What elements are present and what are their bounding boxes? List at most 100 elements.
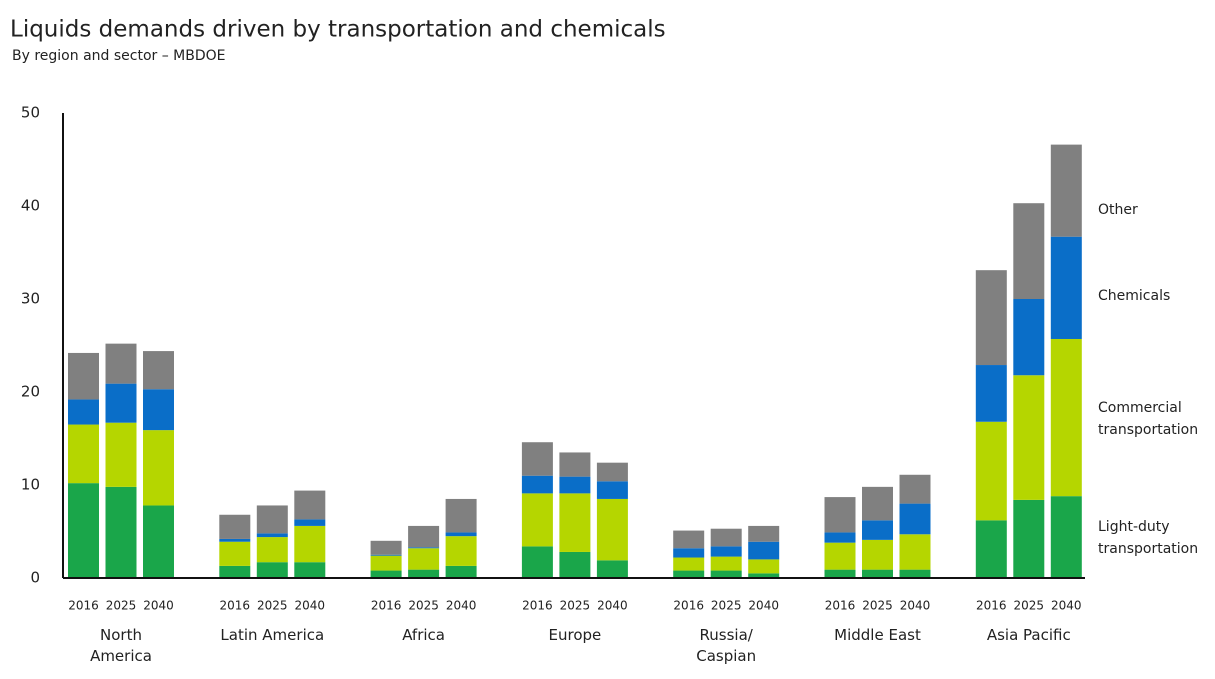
bar-segment: [1050, 496, 1082, 578]
x-tick-label: 2040: [597, 599, 628, 613]
bar-segment: [256, 537, 288, 563]
bar-segment: [219, 514, 251, 539]
group-label: Russia/Caspian: [696, 626, 756, 665]
bar-segment: [824, 532, 856, 543]
bar-segment: [1013, 299, 1045, 376]
bar-segment: [445, 532, 477, 537]
bar-segment: [824, 569, 856, 578]
bar-segment: [710, 528, 742, 547]
bar-segment: [748, 573, 780, 578]
bar-segment: [143, 430, 174, 506]
bar-segment: [1050, 338, 1082, 497]
x-tick-label: 2040: [295, 599, 326, 613]
bar-segment: [294, 519, 326, 526]
group-label: Latin America: [220, 626, 324, 644]
group-label: North America: [90, 626, 152, 665]
bar-segment: [1013, 375, 1045, 500]
bar-segment: [521, 546, 553, 578]
bar-segment: [899, 569, 931, 578]
x-tick-label: 2025: [408, 599, 439, 613]
legend-label: Light-duty transportation: [1098, 519, 1199, 557]
bar-segment: [219, 541, 251, 566]
bar-segment: [521, 493, 553, 547]
group-label-line: Europe: [549, 626, 602, 644]
bar-segment: [408, 547, 440, 549]
bar-segment: [1013, 203, 1045, 299]
bar-segment: [370, 570, 402, 578]
bar-segment: [975, 520, 1007, 578]
x-tick-label: 2016: [673, 599, 704, 613]
x-tick-label: 2040: [748, 599, 779, 613]
x-tick-label: 2040: [446, 599, 477, 613]
x-tick-label: 2025: [560, 599, 591, 613]
x-tick-label: 2016: [68, 599, 99, 613]
bar-segment: [899, 503, 931, 535]
x-tick-label: 2016: [976, 599, 1007, 613]
group-label-line: Asia Pacific: [987, 626, 1071, 644]
bar-segment: [673, 570, 705, 578]
group-label-line: Latin America: [220, 626, 324, 644]
chart-subtitle: By region and sector – MBDOE: [12, 48, 226, 64]
bar-segment: [596, 498, 628, 561]
bar-segment: [975, 270, 1007, 366]
bar-segment: [673, 548, 705, 558]
bar-segment: [143, 505, 174, 578]
bar-segment: [105, 486, 137, 578]
bar-segment: [219, 538, 251, 542]
group-label-line: North: [100, 626, 142, 644]
x-tick-label: 2040: [1051, 599, 1082, 613]
x-tick-label: 2016: [220, 599, 251, 613]
x-tick-label: 2025: [1014, 599, 1045, 613]
x-tick-label: 2025: [711, 599, 742, 613]
group-label: Africa: [402, 626, 445, 644]
bar-segment: [370, 540, 402, 555]
bar-segment: [143, 351, 174, 390]
y-tick-label: 20: [21, 383, 40, 401]
bar-segment: [748, 559, 780, 574]
legend-label: Other: [1098, 202, 1138, 218]
bar-segment: [445, 498, 477, 533]
group-label-line: America: [90, 647, 152, 665]
bar-segment: [710, 570, 742, 578]
bar-segment: [559, 452, 591, 477]
bar-segment: [596, 560, 628, 578]
group-label: Asia Pacific: [987, 626, 1071, 644]
bar-segment: [370, 555, 402, 571]
bar-segment: [975, 421, 1007, 521]
group-label-line: Middle East: [834, 626, 921, 644]
bar-segment: [68, 483, 99, 578]
bar-segment: [824, 542, 856, 570]
bar-segment: [596, 462, 628, 482]
x-tick-label: 2040: [900, 599, 931, 613]
bar-segment: [710, 556, 742, 571]
x-tick-label: 2025: [257, 599, 288, 613]
bar-segment: [862, 569, 893, 578]
bar-segment: [975, 365, 1007, 422]
bar-segment: [862, 539, 893, 570]
bar-segment: [408, 569, 440, 578]
bar-segment: [1050, 144, 1082, 237]
bar-segment: [559, 551, 591, 578]
bar-segment: [294, 490, 326, 520]
group-label: Europe: [549, 626, 602, 644]
bar-segment: [862, 520, 893, 540]
bar-segment: [219, 565, 251, 578]
bar-segment: [408, 548, 440, 570]
bar-segment: [559, 476, 591, 494]
bar-segment: [521, 442, 553, 476]
bar-segment: [143, 389, 174, 431]
bar-segment: [748, 525, 780, 542]
x-tick-label: 2016: [371, 599, 402, 613]
bar-segment: [105, 422, 137, 487]
bar-segment: [445, 565, 477, 578]
x-tick-label: 2016: [522, 599, 553, 613]
bar-segment: [370, 554, 402, 556]
bar-segment: [596, 481, 628, 499]
legend-label: Commercial transportation: [1098, 400, 1199, 438]
group-label-line: Caspian: [696, 647, 756, 665]
y-tick-label: 50: [21, 104, 40, 122]
bar-segment: [673, 530, 705, 549]
bar-segment: [68, 399, 99, 425]
x-tick-label: 2040: [143, 599, 174, 613]
bar-segment: [105, 343, 137, 384]
